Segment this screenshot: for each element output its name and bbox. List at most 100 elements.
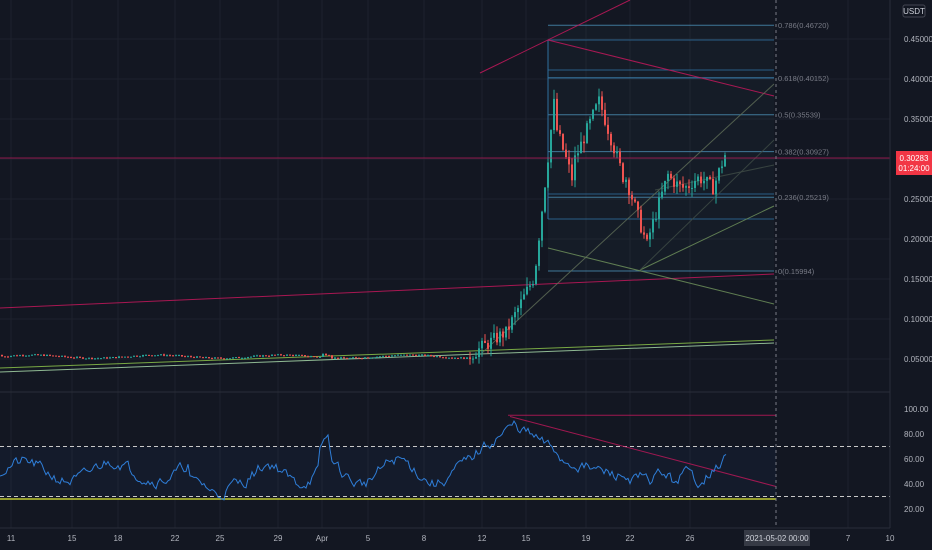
candle-body <box>115 357 117 359</box>
candle-body <box>346 358 348 360</box>
candle-body <box>157 355 159 357</box>
candle-body <box>355 357 357 359</box>
candle-body <box>193 356 195 358</box>
candle-body <box>427 355 429 357</box>
date-tick-label: 22 <box>171 534 180 543</box>
candle-body <box>112 357 114 359</box>
date-tick-label: 22 <box>626 534 635 543</box>
candle-body <box>271 354 273 356</box>
candle-body <box>85 358 87 360</box>
candle-body <box>13 355 15 357</box>
price-tick-label: 0.10000 <box>904 315 932 324</box>
candle-body <box>373 357 375 359</box>
candle-body <box>94 358 96 360</box>
price-tick-label: 0.15000 <box>904 275 932 284</box>
candle-body <box>724 155 726 167</box>
candle-body <box>70 357 72 359</box>
candle-body <box>670 173 672 179</box>
candle-body <box>700 176 702 184</box>
candle-body <box>409 354 411 356</box>
candle-body <box>688 186 690 188</box>
candle-body <box>286 354 288 356</box>
candle-body <box>154 355 156 357</box>
candle-body <box>244 357 246 359</box>
price-tick-label: 0.45000 <box>904 35 932 44</box>
candle-body <box>703 180 705 184</box>
candle-body <box>10 355 12 357</box>
candle-body <box>325 353 327 356</box>
candle-body <box>604 109 606 125</box>
candle-body <box>652 219 654 233</box>
candle-body <box>172 355 174 357</box>
trend-line <box>481 83 775 354</box>
candle-body <box>475 357 477 359</box>
candle-body <box>247 357 249 359</box>
currency-badge[interactable] <box>902 4 926 18</box>
candle-body <box>568 157 570 165</box>
candle-body <box>646 234 648 240</box>
candle-body <box>4 356 6 358</box>
candle-body <box>19 355 21 357</box>
candle-body <box>589 118 591 124</box>
candle-body <box>691 187 693 189</box>
fib-level-label: 0.236(0.25219) <box>778 193 829 202</box>
candle-body <box>610 133 612 146</box>
candle-body <box>517 308 519 313</box>
candle-body <box>520 299 522 309</box>
date-tick-label: 15 <box>522 534 531 543</box>
candle-body <box>367 357 369 359</box>
candle-body <box>433 356 435 358</box>
rsi-tick-label: 80.00 <box>904 430 925 439</box>
candle-body <box>388 355 390 357</box>
candle-body <box>397 354 399 356</box>
time-axis: 11 15 18 22 25 29 Apr 5 8 12 15 19 22 26 7 10 <box>7 534 895 543</box>
date-tick-label: 19 <box>582 534 591 543</box>
candle-body <box>547 162 549 188</box>
candle-body <box>259 355 261 357</box>
candle-body <box>109 357 111 359</box>
candle-body <box>133 355 135 357</box>
candle-body <box>655 219 657 221</box>
candle-body <box>715 180 717 195</box>
candle-body <box>481 340 483 349</box>
candle-body <box>313 356 315 358</box>
candle-body <box>436 356 438 358</box>
candle-body <box>268 355 270 357</box>
candle-body <box>592 109 594 119</box>
candle-body <box>28 355 30 357</box>
date-tick-label: 29 <box>274 534 283 543</box>
rsi-tick-label: 60.00 <box>904 455 925 464</box>
candle-body <box>232 357 234 359</box>
candle-body <box>535 265 537 285</box>
candle-body <box>595 104 597 110</box>
candle-body <box>385 355 387 357</box>
candle-body <box>79 356 81 358</box>
candle-body <box>625 179 627 183</box>
rsi-pane <box>0 414 890 501</box>
candle-body <box>97 358 99 360</box>
candle-body <box>220 357 222 359</box>
candle-body <box>439 356 441 358</box>
candle-body <box>451 357 453 359</box>
candle-body <box>442 357 444 359</box>
candle-body <box>349 357 351 359</box>
candle-body <box>43 354 45 356</box>
candle-body <box>382 355 384 357</box>
candle-body <box>331 355 333 359</box>
candle-body <box>577 153 579 156</box>
candle-body <box>487 343 489 349</box>
candle-body <box>358 357 360 359</box>
rsi-tick-label: 100.00 <box>904 405 929 414</box>
candle-body <box>277 354 279 356</box>
candle-body <box>484 340 486 344</box>
candle-body <box>265 355 267 357</box>
candle-body <box>37 354 39 356</box>
candle-body <box>472 358 474 360</box>
candle-body <box>574 155 576 181</box>
candle-body <box>559 130 561 134</box>
candle-body <box>502 331 504 338</box>
candle-body <box>643 232 645 235</box>
candle-body <box>430 355 432 357</box>
candle-body <box>685 186 687 188</box>
